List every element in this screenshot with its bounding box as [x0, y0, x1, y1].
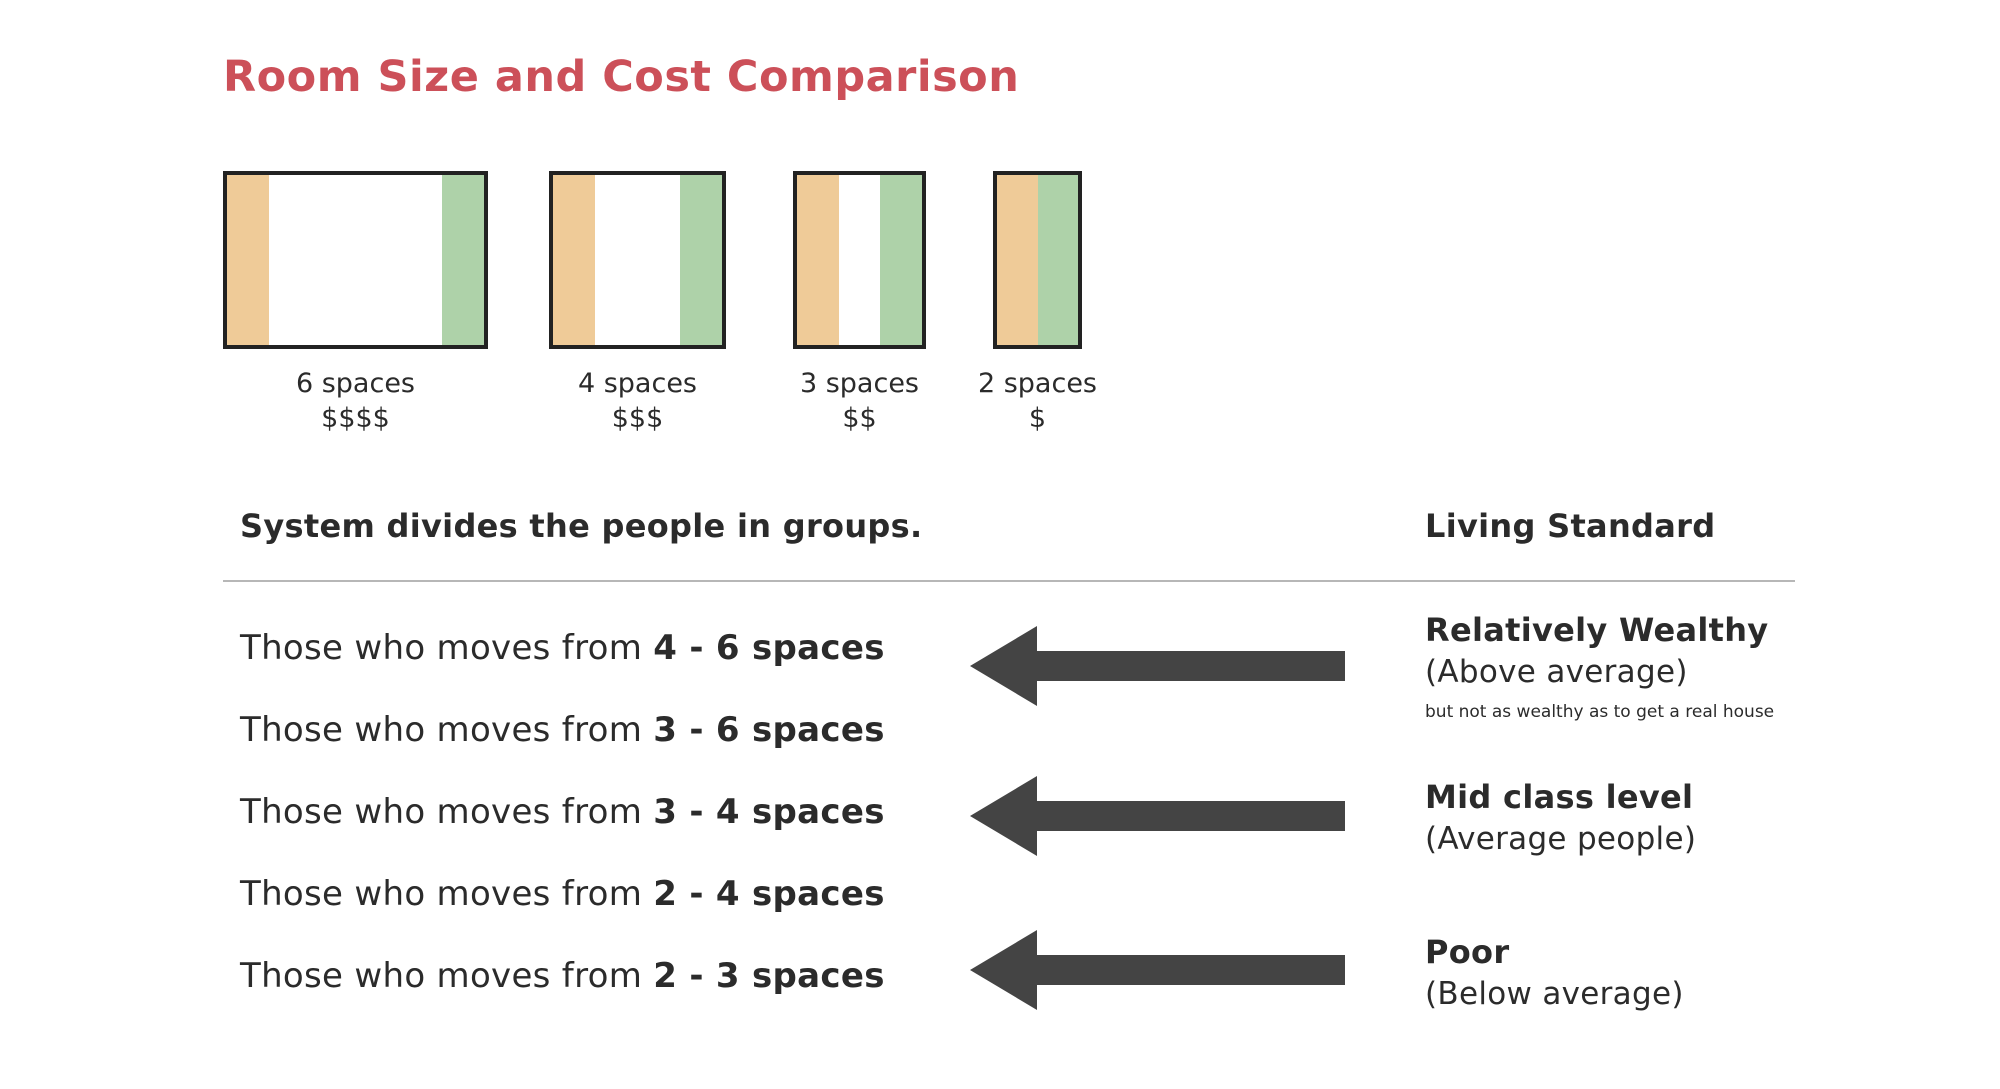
room-spaces-label: 3 spaces — [799, 368, 920, 399]
room-2-spaces — [993, 171, 1082, 349]
orange-band — [553, 175, 595, 345]
group-row: Those who moves from 2 - 3 spaces — [240, 956, 885, 996]
room-spaces-label: 6 spaces — [295, 368, 416, 399]
room-cost-label: $ — [1028, 403, 1047, 434]
left-arrow-icon — [970, 930, 1345, 1010]
group-range: 2 - 4 spaces — [653, 874, 885, 914]
room-cost-label: $$$$ — [321, 403, 390, 434]
standard-sub: (Below average) — [1425, 976, 1684, 1012]
room-caption-4: 4 spaces $$$ — [549, 366, 726, 436]
group-row: Those who moves from 4 - 6 spaces — [240, 628, 885, 668]
room-cost-label: $$$ — [611, 403, 664, 434]
diagram-title: Room Size and Cost Comparison — [223, 52, 1020, 102]
header-divider — [223, 580, 1795, 582]
left-arrow-icon — [970, 626, 1345, 706]
group-row: Those who moves from 2 - 4 spaces — [240, 874, 885, 914]
green-band — [1038, 175, 1078, 345]
standard-poor: Poor (Below average) — [1425, 931, 1684, 1015]
green-band — [442, 175, 484, 345]
group-row: Those who moves from 3 - 4 spaces — [240, 792, 885, 832]
standard-note: but not as wealthy as to get a real hous… — [1425, 702, 1775, 722]
group-prefix: Those who moves from — [240, 874, 654, 914]
standard-sub: (Average people) — [1425, 821, 1697, 857]
orange-band — [797, 175, 839, 345]
room-spaces-label: 2 spaces — [977, 368, 1098, 399]
room-6-spaces — [223, 171, 488, 349]
room-spaces-label: 4 spaces — [577, 368, 698, 399]
room-caption-6: 6 spaces $$$$ — [223, 366, 488, 436]
living-standard-heading: Living Standard — [1425, 507, 1716, 545]
group-range: 3 - 6 spaces — [653, 710, 885, 750]
orange-band — [227, 175, 269, 345]
group-prefix: Those who moves from — [240, 710, 654, 750]
room-4-spaces — [549, 171, 726, 349]
green-band — [880, 175, 922, 345]
group-prefix: Those who moves from — [240, 628, 654, 668]
group-range: 4 - 6 spaces — [653, 628, 885, 668]
group-prefix: Those who moves from — [240, 792, 654, 832]
standard-sub: (Above average) — [1425, 654, 1688, 690]
room-caption-3: 3 spaces $$ — [763, 366, 956, 436]
green-band — [680, 175, 722, 345]
groups-heading: System divides the people in groups. — [240, 507, 923, 545]
group-prefix: Those who moves from — [240, 956, 654, 996]
standard-label: Poor — [1425, 933, 1510, 971]
standard-label: Mid class level — [1425, 778, 1694, 816]
standard-mid-class: Mid class level (Average people) — [1425, 776, 1696, 860]
standard-label: Relatively Wealthy — [1425, 611, 1769, 649]
room-caption-2: 2 spaces $ — [957, 366, 1118, 436]
room-cost-label: $$ — [842, 403, 877, 434]
orange-band — [997, 175, 1038, 345]
group-range: 2 - 3 spaces — [653, 956, 885, 996]
standard-wealthy: Relatively Wealthy (Above average) but n… — [1425, 609, 1774, 727]
group-row: Those who moves from 3 - 6 spaces — [240, 710, 885, 750]
left-arrow-icon — [970, 776, 1345, 856]
group-range: 3 - 4 spaces — [653, 792, 885, 832]
room-3-spaces — [793, 171, 926, 349]
